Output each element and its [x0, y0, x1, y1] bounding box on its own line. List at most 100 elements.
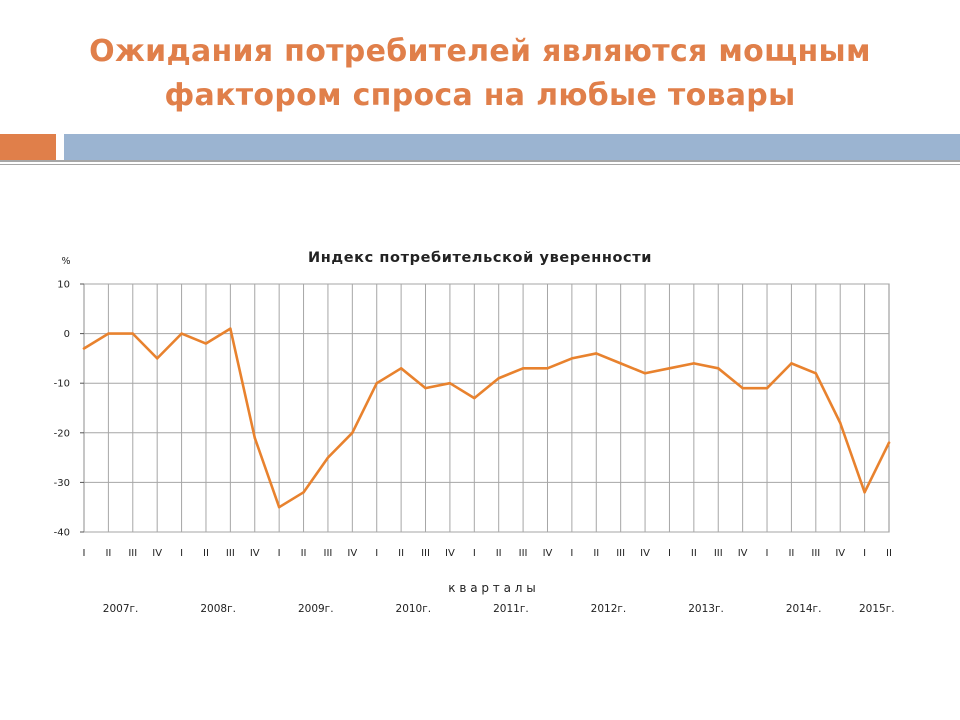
- y-tick-label: 10: [57, 280, 70, 291]
- data-point: [131, 332, 134, 335]
- data-point: [863, 491, 866, 494]
- x-tick-label: I: [570, 548, 573, 559]
- x-tick-label: IV: [738, 548, 748, 559]
- year-label: 2012г.: [591, 603, 627, 615]
- x-tick-label: II: [105, 548, 111, 559]
- x-tick-label: IV: [543, 548, 553, 559]
- x-tick-label: I: [180, 548, 183, 559]
- x-tick-label: III: [714, 548, 723, 559]
- data-point: [595, 352, 598, 355]
- x-tick-label: III: [421, 548, 430, 559]
- x-tick-label: III: [324, 548, 333, 559]
- x-tick-label: II: [691, 548, 697, 559]
- data-point: [765, 386, 769, 390]
- data-point: [229, 327, 232, 330]
- y-tick-label: -10: [54, 379, 70, 390]
- data-point: [375, 382, 378, 385]
- series-points: [82, 327, 891, 509]
- x-tick-label: III: [226, 548, 235, 559]
- slide-title-line-2: фактором спроса на любые товары: [164, 78, 796, 113]
- x-tick-label: II: [593, 548, 599, 559]
- x-axis-ticks: I II III IV I II III IV I II III IV I II III IV I II III IV…: [83, 548, 892, 559]
- x-tick-label: III: [811, 548, 820, 559]
- x-tick-label: IV: [250, 548, 260, 559]
- data-point: [253, 436, 256, 439]
- data-point: [399, 367, 403, 370]
- year-label: 2010г.: [396, 603, 432, 615]
- x-tick-label: II: [398, 548, 404, 559]
- slide-title-line-1: Ожидания потребителей являются мощным: [89, 34, 871, 69]
- data-point: [497, 377, 500, 380]
- year-label: 2007г.: [103, 603, 139, 615]
- x-tick-label: II: [203, 548, 209, 559]
- data-point: [424, 386, 427, 390]
- data-point: [570, 357, 574, 360]
- y-axis-label: %: [61, 256, 70, 267]
- x-tick-label: I: [766, 548, 769, 559]
- data-point: [107, 332, 110, 335]
- x-tick-label: IV: [835, 548, 845, 559]
- x-tick-label: II: [301, 548, 307, 559]
- year-label: 2015г.: [859, 603, 895, 615]
- data-point: [82, 347, 86, 350]
- x-tick-label: I: [863, 548, 866, 559]
- year-label: 2013г.: [688, 603, 724, 615]
- x-tick-label: IV: [347, 548, 357, 559]
- x-tick-label: III: [128, 548, 137, 559]
- x-tick-label: I: [83, 548, 86, 559]
- year-label: 2008г.: [200, 603, 236, 615]
- data-point: [717, 367, 720, 370]
- data-point: [814, 372, 818, 375]
- y-tick-label: -30: [54, 478, 70, 489]
- x-axis-label: к в а р т а л ы: [448, 581, 535, 595]
- vertical-gridlines: [107, 284, 866, 532]
- data-point: [326, 456, 330, 459]
- y-tick-label: -20: [54, 428, 70, 439]
- series-line: [82, 327, 891, 509]
- data-point: [155, 357, 159, 360]
- horizontal-gridlines: [84, 283, 889, 533]
- y-tick-label: 0: [64, 329, 70, 340]
- data-point: [643, 372, 647, 375]
- x-tick-label: I: [473, 548, 476, 559]
- data-point: [741, 386, 744, 390]
- x-tick-label: IV: [152, 548, 162, 559]
- header-band: [64, 134, 960, 162]
- x-tick-label: III: [616, 548, 625, 559]
- year-labels: 2007г. 2008г. 2009г. 2010г. 2011г. 2012г. 2013…: [103, 603, 895, 615]
- data-point: [473, 396, 476, 400]
- divider-line-1: [0, 160, 960, 162]
- x-tick-label: II: [788, 548, 794, 559]
- x-tick-label: I: [375, 548, 378, 559]
- y-axis-ticks: 10 0 -10 -20 -30 -40: [54, 280, 84, 539]
- data-point: [521, 367, 525, 370]
- year-label: 2014г.: [786, 603, 822, 615]
- data-point: [277, 506, 281, 509]
- x-tick-label: I: [668, 548, 671, 559]
- data-point: [204, 342, 208, 345]
- slide-title: Ожидания потребителей являются мощным фа…: [0, 30, 960, 118]
- x-tick-label: II: [886, 548, 892, 559]
- year-label: 2009г.: [298, 603, 334, 615]
- x-tick-label: II: [496, 548, 502, 559]
- x-tick-label: IV: [445, 548, 455, 559]
- x-tick-label: IV: [640, 548, 650, 559]
- data-point: [790, 362, 793, 365]
- y-tick-label: -40: [54, 528, 70, 539]
- data-point: [546, 367, 549, 370]
- data-point: [180, 332, 183, 335]
- data-point: [619, 362, 622, 365]
- plot-area: [83, 283, 890, 533]
- data-point: [692, 362, 696, 365]
- year-label: 2011г.: [493, 603, 529, 615]
- chart-title: Индекс потребительской уверенности: [308, 250, 652, 266]
- data-point: [448, 382, 452, 385]
- x-tick-label: III: [519, 548, 528, 559]
- data-point: [351, 431, 354, 434]
- data-point: [839, 421, 842, 425]
- x-tick-label: I: [278, 548, 281, 559]
- data-point: [668, 367, 671, 370]
- data-point: [302, 491, 305, 494]
- accent-bar: [0, 134, 56, 162]
